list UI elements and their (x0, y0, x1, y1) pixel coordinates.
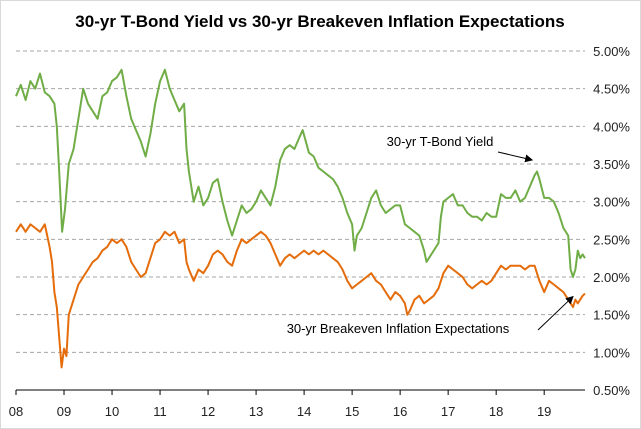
series-layer (15, 68, 586, 369)
x-tick-label: 11 (153, 404, 167, 419)
tbond-yield-line (15, 68, 586, 278)
tbond-yield-annotation: 30-yr T-Bond Yield (387, 134, 494, 149)
y-tick-label: 2.50% (593, 232, 630, 247)
x-tick-label: 08 (9, 404, 23, 419)
y-tick-label: 3.50% (593, 157, 630, 172)
x-tick-label: 13 (249, 404, 263, 419)
axis-layer: 5.00% 4.50% 4.00% 3.50% 3.00% 2.50% 2.00% 1.50%… (9, 44, 631, 419)
x-tick-label: 16 (393, 404, 407, 419)
y-tick-label: 3.00% (593, 195, 630, 210)
breakeven-annotation: 30-yr Breakeven Inflation Expectations (287, 321, 510, 336)
y-tick-label: 1.50% (593, 308, 630, 323)
chart-title: 30-yr T-Bond Yield vs 30-yr Breakeven In… (75, 12, 564, 31)
x-tick-label: 19 (537, 404, 551, 419)
x-tick-label: 12 (201, 404, 215, 419)
breakeven-inflation-line (15, 223, 586, 369)
y-tick-label: 5.00% (593, 44, 630, 59)
x-tick-label: 14 (297, 404, 311, 419)
y-tick-label: 4.00% (593, 119, 630, 134)
y-tick-label: 0.50% (593, 383, 630, 398)
x-tick-label: 15 (345, 404, 359, 419)
x-tick-label: 17 (441, 404, 455, 419)
breakeven-arrow (537, 295, 574, 331)
y-tick-label: 2.00% (593, 270, 630, 285)
annotation-layer: 30-yr T-Bond Yield 30-yr Breakeven Inflat… (287, 134, 574, 336)
y-tick-label: 1.00% (593, 345, 630, 360)
tbond-yield-arrow (497, 151, 534, 163)
x-tick-label: 09 (57, 404, 71, 419)
x-tick-label: 10 (105, 404, 119, 419)
x-tick-label: 18 (489, 404, 503, 419)
y-tick-label: 4.50% (593, 82, 630, 97)
